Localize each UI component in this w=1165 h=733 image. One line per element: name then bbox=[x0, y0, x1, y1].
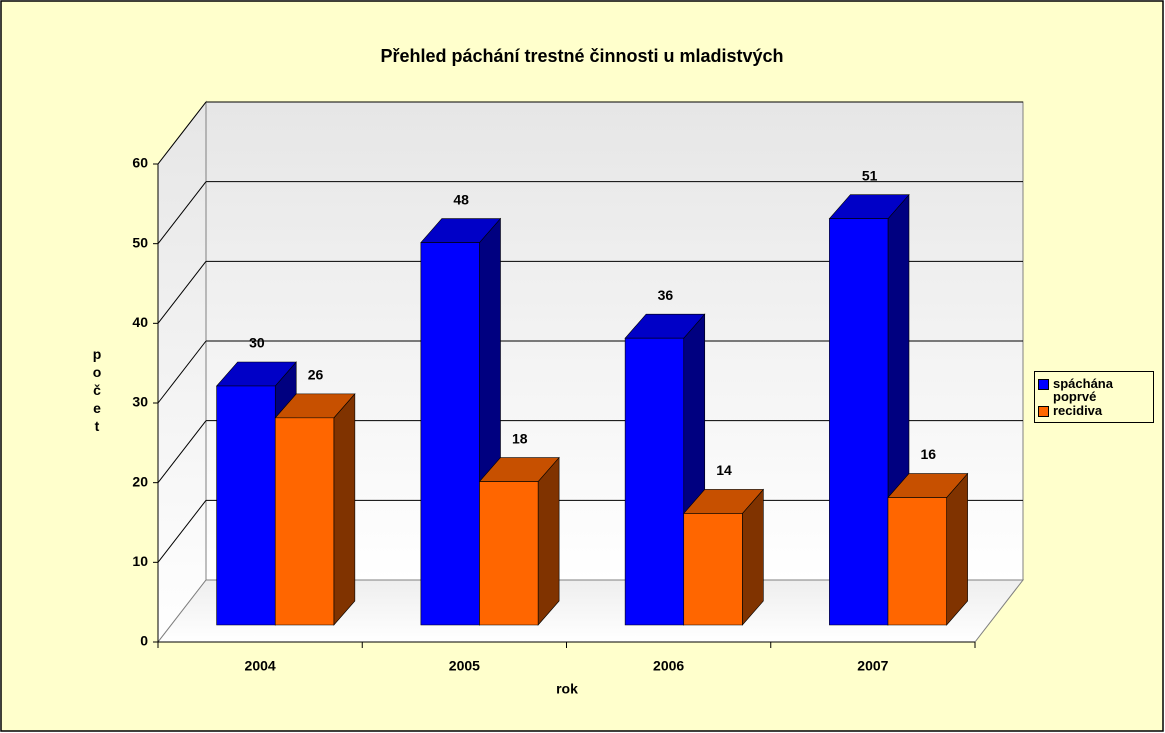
value-label: 16 bbox=[921, 446, 937, 462]
x-tick-label: 2005 bbox=[449, 658, 480, 674]
y-tick-label: 50 bbox=[132, 234, 148, 250]
x-axis-label: rok bbox=[556, 681, 578, 697]
bar bbox=[478, 456, 560, 626]
grid-line bbox=[157, 500, 207, 563]
bar-face bbox=[887, 497, 947, 626]
value-label: 26 bbox=[308, 367, 324, 383]
legend-item: recidiva bbox=[1038, 404, 1150, 417]
bar-face bbox=[624, 337, 685, 626]
grid-line bbox=[157, 420, 207, 483]
legend-swatch bbox=[1038, 406, 1049, 417]
bar-face bbox=[216, 385, 276, 626]
legend-swatch bbox=[1038, 379, 1049, 390]
grid-line bbox=[157, 261, 207, 324]
y-tick-label: 60 bbox=[132, 155, 148, 171]
bar-face bbox=[946, 472, 968, 626]
bar-face bbox=[829, 218, 889, 626]
y-tick-label: 20 bbox=[132, 473, 148, 489]
y-tick-label: 30 bbox=[132, 394, 148, 410]
bar-face bbox=[333, 393, 356, 626]
chart-title: Přehled páchání trestné činnosti u mladi… bbox=[380, 46, 783, 66]
bar-face bbox=[537, 456, 560, 626]
legend-label: spáchána poprvé bbox=[1053, 376, 1113, 404]
y-tick-label: 40 bbox=[132, 314, 148, 330]
value-label: 36 bbox=[658, 287, 674, 303]
bar-face bbox=[420, 242, 480, 626]
bar-face bbox=[274, 417, 335, 626]
x-tick-label: 2007 bbox=[857, 658, 888, 674]
bar bbox=[887, 472, 969, 626]
x-tick-label: 2006 bbox=[653, 658, 684, 674]
legend-item: spáchána poprvé bbox=[1038, 377, 1150, 403]
value-label: 51 bbox=[862, 167, 878, 183]
value-label: 30 bbox=[249, 335, 265, 351]
grid-line bbox=[157, 101, 207, 165]
value-label: 14 bbox=[716, 462, 732, 478]
bar-face bbox=[479, 481, 539, 626]
bar-face bbox=[683, 513, 743, 626]
value-label: 18 bbox=[512, 430, 528, 446]
y-axis-label: počet bbox=[92, 346, 102, 434]
bar bbox=[683, 488, 765, 626]
value-label: 48 bbox=[453, 191, 469, 207]
bar bbox=[274, 393, 356, 626]
legend: spáchána poprvé recidiva bbox=[1034, 371, 1154, 423]
y-tick-label: 0 bbox=[140, 633, 148, 649]
grid-line bbox=[157, 181, 207, 244]
x-tick-label: 2004 bbox=[245, 658, 276, 674]
legend-label: recidiva bbox=[1053, 403, 1103, 418]
y-tick-label: 10 bbox=[132, 553, 148, 569]
grid-line bbox=[157, 340, 207, 404]
